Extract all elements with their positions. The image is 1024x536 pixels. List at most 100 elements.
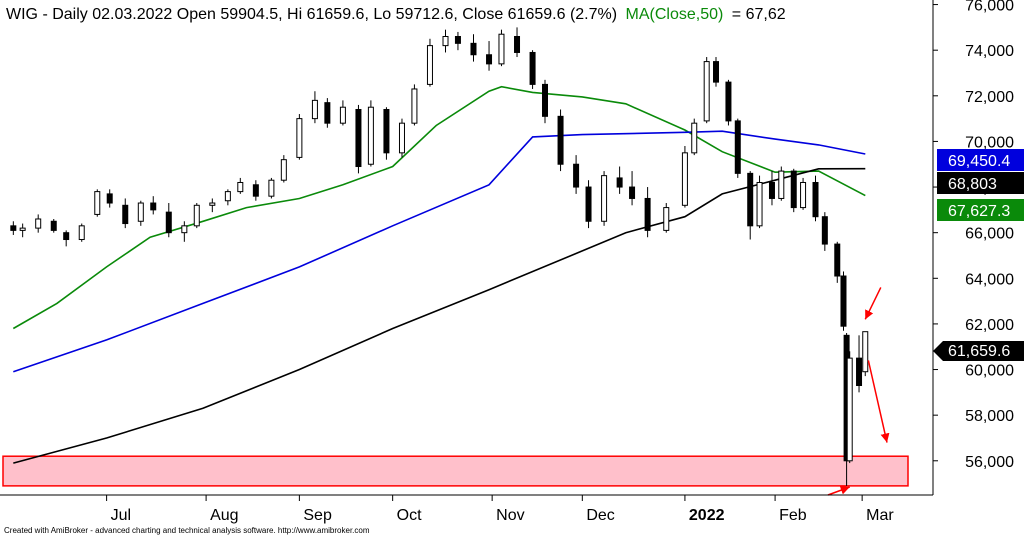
footer-credit: Created with AmiBroker - advanced charti… — [4, 526, 370, 535]
candle-body — [703, 61, 710, 122]
candle-body — [165, 211, 172, 234]
candle-body — [856, 357, 863, 387]
candle-body — [498, 33, 505, 65]
y-tick-label: 62,000 — [965, 317, 1014, 334]
y-tick-label: 60,000 — [965, 363, 1014, 380]
candle-body — [821, 216, 828, 245]
candle-body — [663, 207, 670, 231]
candle-body — [150, 202, 157, 211]
title-ma-label: MA(Close,50) — [626, 6, 724, 23]
y-tick-label: 56,000 — [965, 454, 1014, 471]
candle-body — [616, 177, 623, 188]
candle-body — [790, 170, 797, 209]
ma-line-1 — [12, 85, 866, 330]
candle-body — [10, 225, 17, 231]
candle-body — [252, 184, 259, 197]
price-badge: 68,803 — [937, 172, 1024, 194]
title-prefix: WIG - Daily 02.03.2022 Open 59904.5, Hi … — [6, 6, 617, 23]
x-tick-label: Sep — [303, 507, 332, 524]
annotation-layer — [827, 287, 890, 496]
candle-body — [862, 331, 869, 373]
candle-body — [78, 225, 85, 241]
annotation-arrow — [867, 360, 890, 443]
moving-average-layer — [12, 85, 866, 464]
support-zone-layer — [2, 455, 909, 487]
candle-body — [681, 152, 688, 206]
annotation-arrow — [827, 485, 850, 496]
candle-body — [747, 172, 754, 227]
candle-body — [383, 108, 390, 154]
candles-layer — [10, 27, 869, 486]
price-badge-box — [933, 341, 1024, 361]
x-tick-label: Dec — [586, 507, 614, 524]
candle-body — [601, 175, 608, 222]
support-zone — [2, 455, 909, 487]
x-tick-label: Oct — [397, 507, 422, 524]
price-badge-label: 68,803 — [948, 176, 997, 193]
candle-body — [426, 45, 433, 85]
y-tick-label: 58,000 — [965, 408, 1014, 425]
y-tick-label: 76,000 — [965, 0, 1014, 15]
candle-body — [756, 181, 763, 227]
candle-body — [296, 118, 303, 158]
candle-body — [557, 115, 564, 165]
candle-body — [800, 181, 807, 209]
price-badge-box — [937, 199, 1024, 221]
candle-body — [542, 83, 549, 117]
x-axis-ticks: Jul Aug Sep Oct Nov Dec 2022 Feb Mar — [106, 495, 894, 524]
candle-body — [280, 159, 287, 181]
candle-body — [585, 186, 592, 222]
x-tick-label: Mar — [866, 507, 894, 524]
x-tick-label: 2022 — [689, 507, 725, 524]
candle-body — [355, 108, 362, 168]
candle-body — [691, 122, 698, 154]
candle-body — [209, 202, 216, 206]
y-tick-label: 70,000 — [965, 134, 1014, 151]
title-ma-value: = 67,62 — [732, 6, 786, 23]
candle-body — [486, 54, 493, 65]
candle-body — [514, 35, 521, 53]
y-tick-label: 72,000 — [965, 89, 1014, 106]
price-badge-box — [937, 149, 1024, 171]
ma-line-3 — [13, 167, 866, 464]
price-badge-label: 61,659.6 — [948, 343, 1010, 360]
candle-body — [63, 232, 70, 241]
candle-body — [812, 181, 819, 218]
candle-body — [137, 202, 144, 222]
candle-body — [529, 51, 536, 85]
candle-body — [411, 88, 418, 124]
price-badge: 69,450.4 — [937, 149, 1024, 171]
candle-body — [725, 81, 732, 122]
candle-body — [193, 204, 200, 227]
x-tick-label: Feb — [779, 507, 807, 524]
price-badge: 61,659.6 — [933, 341, 1024, 361]
x-tick-label: Aug — [210, 507, 238, 524]
y-tick-label: 66,000 — [965, 226, 1014, 243]
candle-body — [644, 197, 651, 231]
candle-body — [470, 42, 477, 56]
candle-body — [442, 35, 449, 47]
candle-body — [778, 170, 785, 199]
candle-body — [35, 218, 42, 229]
candle-body — [834, 243, 841, 277]
candle-body — [106, 193, 113, 204]
candle-body — [768, 181, 775, 199]
price-badge-label: 69,450.4 — [948, 153, 1010, 170]
candle-body — [224, 191, 231, 202]
y-tick-label: 74,000 — [965, 43, 1014, 60]
candle-body — [19, 227, 26, 231]
candle-body — [840, 275, 847, 327]
candle-body — [122, 204, 129, 225]
chart-title: WIG - Daily 02.03.2022 Open 59904.5, Hi … — [6, 6, 786, 23]
candle-body — [268, 179, 275, 197]
y-tick-label: 64,000 — [965, 271, 1014, 288]
candle-body — [629, 186, 636, 199]
candle-body — [454, 35, 461, 44]
candle-body — [734, 120, 741, 174]
price-badges: 69,450.4 68,803 67,627.3 61,659.6 — [933, 149, 1024, 361]
candle-body — [181, 225, 188, 234]
candle-body — [367, 106, 374, 165]
candle-body — [398, 122, 405, 154]
candle-body — [846, 357, 853, 462]
